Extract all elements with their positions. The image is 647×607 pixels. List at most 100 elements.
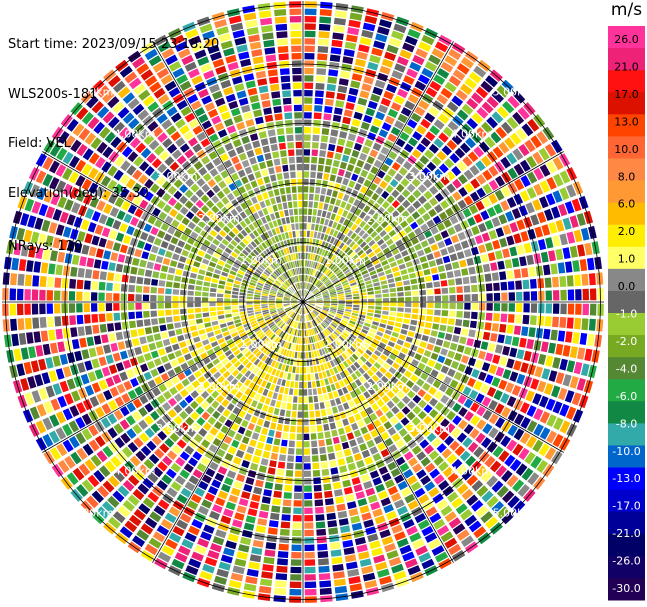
velocity-gate xyxy=(276,218,282,226)
velocity-gate xyxy=(276,338,282,345)
velocity-gate xyxy=(434,192,444,202)
velocity-gate xyxy=(314,373,319,380)
velocity-gate xyxy=(381,260,389,266)
velocity-gate xyxy=(209,297,216,302)
velocity-gate xyxy=(446,271,454,279)
velocity-gate xyxy=(455,277,463,285)
velocity-gate xyxy=(237,328,245,334)
velocity-gate xyxy=(377,271,385,277)
velocity-gate xyxy=(258,434,267,443)
velocity-gate xyxy=(119,371,128,382)
velocity-gate xyxy=(305,290,309,297)
velocity-gate xyxy=(582,303,589,316)
velocity-gate xyxy=(357,419,365,428)
velocity-gate xyxy=(491,480,504,493)
velocity-gate xyxy=(320,142,328,150)
velocity-gate xyxy=(251,432,260,440)
velocity-gate xyxy=(20,244,29,257)
velocity-gate xyxy=(137,483,150,495)
velocity-gate xyxy=(527,364,536,376)
velocity-gate xyxy=(462,156,473,167)
velocity-gate xyxy=(143,319,151,327)
velocity-gate xyxy=(300,322,302,329)
velocity-gate xyxy=(493,303,501,312)
velocity-gate xyxy=(226,383,234,392)
velocity-gate xyxy=(320,454,328,462)
velocity-gate xyxy=(64,340,73,351)
velocity-gate xyxy=(308,336,312,344)
velocity-gate xyxy=(181,378,190,387)
velocity-gate xyxy=(281,157,288,165)
velocity-gate xyxy=(298,208,303,215)
velocity-gate xyxy=(107,165,118,177)
velocity-gate xyxy=(138,464,150,476)
velocity-gate xyxy=(139,199,149,210)
velocity-gate xyxy=(78,128,91,141)
velocity-gate xyxy=(165,538,178,550)
velocity-gate xyxy=(336,260,343,267)
velocity-gate xyxy=(171,376,180,385)
velocity-gate xyxy=(346,238,353,246)
velocity-gate xyxy=(259,395,266,403)
velocity-gate xyxy=(185,416,195,426)
velocity-gate xyxy=(246,149,255,158)
velocity-gate xyxy=(374,335,382,341)
velocity-gate xyxy=(342,402,350,410)
velocity-gate xyxy=(310,425,316,433)
velocity-gate xyxy=(487,252,496,262)
velocity-gate xyxy=(96,200,106,212)
velocity-gate xyxy=(148,537,162,549)
velocity-gate xyxy=(92,270,100,280)
velocity-gate xyxy=(238,498,249,507)
velocity-gate xyxy=(380,146,390,156)
velocity-gate xyxy=(105,292,113,301)
velocity-gate xyxy=(161,331,169,339)
velocity-gate xyxy=(545,193,556,206)
velocity-gate xyxy=(326,283,333,288)
velocity-gate xyxy=(132,535,146,548)
velocity-gate xyxy=(344,257,351,264)
velocity-gate xyxy=(377,442,386,451)
velocity-gate xyxy=(406,183,416,193)
velocity-gate xyxy=(414,368,423,377)
velocity-gate xyxy=(338,304,345,307)
velocity-gate xyxy=(206,234,214,242)
velocity-gate xyxy=(313,112,322,120)
velocity-gate xyxy=(358,551,370,560)
velocity-gate xyxy=(354,58,366,68)
velocity-gate xyxy=(239,308,246,312)
velocity-gate xyxy=(349,320,356,325)
velocity-gate xyxy=(296,337,300,344)
velocity-gate xyxy=(91,490,104,503)
velocity-gate xyxy=(566,231,576,244)
velocity-gate xyxy=(491,323,499,332)
velocity-gate xyxy=(261,100,271,108)
velocity-gate xyxy=(270,399,276,407)
velocity-gate xyxy=(361,29,374,39)
velocity-gate xyxy=(385,345,393,352)
velocity-gate xyxy=(488,179,499,191)
velocity-gate xyxy=(246,270,253,276)
velocity-gate xyxy=(245,515,256,524)
velocity-gate xyxy=(184,445,195,455)
velocity-gate xyxy=(99,465,111,478)
velocity-gate xyxy=(433,250,441,259)
velocity-gate xyxy=(318,573,331,581)
velocity-gate xyxy=(406,68,418,79)
velocity-gate xyxy=(411,178,421,188)
velocity-gate xyxy=(303,282,305,289)
velocity-gate xyxy=(417,410,427,420)
velocity-gate xyxy=(297,186,303,193)
velocity-gate xyxy=(304,485,312,492)
velocity-gate xyxy=(449,215,459,225)
velocity-gate xyxy=(282,332,287,340)
velocity-gate xyxy=(324,329,330,336)
velocity-gate xyxy=(469,320,477,329)
velocity-gate xyxy=(207,550,220,560)
velocity-gate xyxy=(59,353,69,365)
velocity-gate xyxy=(49,447,62,461)
velocity-gate xyxy=(537,380,547,393)
velocity-gate xyxy=(371,403,380,412)
velocity-gate xyxy=(398,352,406,360)
velocity-gate xyxy=(253,109,263,118)
